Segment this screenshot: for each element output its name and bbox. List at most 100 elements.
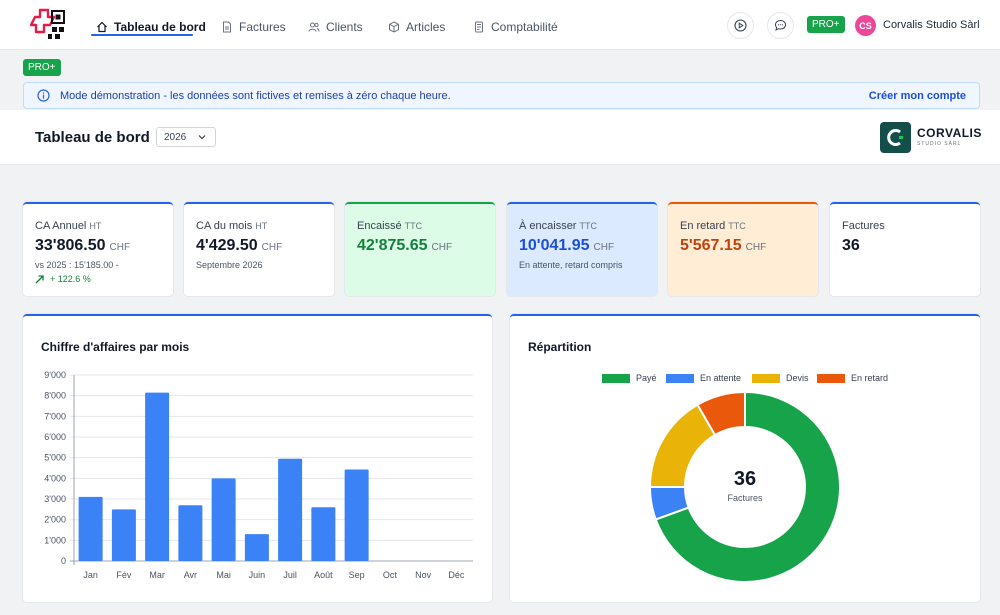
bar-jan[interactable]: [78, 496, 103, 561]
kpi-value: 10'041.95: [519, 237, 590, 254]
kpi-note: En attente, retard compris: [519, 260, 623, 270]
nav-clients[interactable]: Clients: [308, 17, 363, 37]
chevron-down-icon: [198, 135, 206, 140]
legend-item[interactable]: En attente: [666, 373, 741, 383]
kpi-label: Encaissé TTC: [357, 220, 422, 232]
kpi-value: 5'567.15: [680, 237, 742, 254]
kpi-currency: CHF: [431, 242, 453, 253]
nav-articles-label: Articles: [406, 20, 446, 34]
home-icon: [97, 21, 107, 33]
legend-label: Payé: [636, 373, 657, 383]
kpi-currency: CHF: [593, 242, 615, 253]
status-donut-chart: [648, 390, 841, 583]
page-title: Tableau de bord: [35, 129, 150, 146]
company-logo-icon: [880, 122, 911, 153]
nav-invoices[interactable]: Factures: [221, 17, 286, 37]
x-tick-label: Août: [314, 570, 333, 580]
y-tick-label: 3'000: [44, 494, 66, 504]
kpi-unit: HT: [89, 221, 102, 231]
kpi-currency: CHF: [109, 242, 131, 253]
bar-mar[interactable]: [145, 392, 170, 561]
tutorial-play-button[interactable]: [727, 12, 754, 39]
chat-bubble-icon: [774, 19, 787, 31]
file-icon: [223, 21, 231, 33]
donut-slice[interactable]: [654, 390, 841, 583]
top-navbar: Tableau de bord Factures Clients Article…: [0, 0, 1000, 50]
kpi-value-row: 42'875.65 CHF: [357, 237, 452, 255]
nav-dashboard[interactable]: Tableau de bord: [96, 17, 206, 37]
kpi-card-collected: Encaissé TTC 42'875.65 CHF: [345, 202, 495, 296]
legend-swatch: [817, 373, 845, 383]
x-tick-label: Oct: [383, 570, 398, 580]
kpi-value-row: 5'567.15 CHF: [680, 237, 766, 255]
nav-invoices-label: Factures: [239, 20, 286, 34]
demo-banner-text: Mode démonstration - les données sont fi…: [60, 90, 451, 102]
active-tab-indicator: [91, 34, 193, 36]
kpi-card-receivable: À encaisser TTC 10'041.95 CHF En attente, …: [507, 202, 657, 296]
kpi-card-overdue: En retard TTC 5'567.15 CHF: [668, 202, 818, 296]
kpi-value-row: 4'429.50 CHF: [196, 237, 282, 255]
company-brand-name: CORVALIS: [917, 126, 982, 140]
revenue-chart-title: Chiffre d'affaires par mois: [41, 340, 190, 354]
legend-item[interactable]: En retard: [817, 373, 888, 383]
kpi-label-text: En retard: [680, 220, 726, 232]
nav-accounting[interactable]: Comptabilité: [473, 17, 558, 37]
kpi-value: 4'429.50: [196, 237, 258, 254]
x-tick-label: Jan: [83, 570, 98, 580]
trend-up-icon: [35, 274, 44, 283]
bar-fév[interactable]: [111, 509, 136, 561]
kpi-period: Septembre 2026: [196, 260, 263, 270]
kpi-card-monthly-revenue: CA du mois HT 4'429.50 CHF Septembre 2026: [184, 202, 334, 296]
avatar[interactable]: CS: [855, 15, 876, 36]
year-select[interactable]: 2026: [156, 127, 216, 147]
kpi-unit: HT: [255, 221, 268, 231]
nav-articles[interactable]: Articles: [388, 17, 445, 37]
play-circle-icon: [734, 19, 747, 32]
bar-juil[interactable]: [278, 458, 303, 561]
revenue-chart-panel: Chiffre d'affaires par mois 0 1'000 2'000 3…: [23, 314, 492, 602]
split-chart-panel: Répartition Payé En attente Devis En retard…: [510, 314, 980, 602]
nav-accounting-label: Comptabilité: [491, 20, 558, 34]
legend-swatch: [602, 373, 630, 383]
messages-button[interactable]: [767, 12, 794, 39]
kpi-label: Factures: [842, 220, 885, 232]
y-tick-label: 9'000: [44, 370, 66, 380]
donut-slice[interactable]: [696, 390, 746, 437]
bar-mai[interactable]: [211, 478, 236, 561]
y-tick-label: 6'000: [44, 432, 66, 442]
kpi-currency: CHF: [261, 242, 283, 253]
legend-label: En attente: [700, 373, 742, 383]
y-tick-label: 1'000: [44, 535, 66, 545]
kpi-label-text: CA Annuel: [35, 220, 87, 232]
app-logo-icon[interactable]: [30, 8, 68, 42]
company-brand: CORVALIS STUDIO SÀRL: [880, 122, 982, 153]
donut-center-count: 36: [733, 468, 757, 490]
bar-sep[interactable]: [344, 469, 369, 561]
legend-item[interactable]: Devis: [752, 373, 809, 383]
x-tick-label: Sep: [349, 570, 365, 580]
info-icon: [37, 89, 50, 102]
page-header: Tableau de bord 2026 CORVALIS STUDIO SÀR…: [0, 110, 1000, 165]
legend-label: Devis: [786, 373, 809, 383]
bar-août[interactable]: [311, 507, 336, 561]
pro-plan-badge[interactable]: PRO+: [807, 16, 845, 33]
x-tick-label: Nov: [415, 570, 432, 580]
kpi-trend-value: + 122.6 %: [50, 274, 91, 284]
create-account-link[interactable]: Créer mon compte: [868, 90, 966, 102]
kpi-value-row: 36: [842, 237, 860, 255]
split-chart-title: Répartition: [528, 340, 592, 354]
company-brand-tagline: STUDIO SÀRL: [917, 141, 962, 147]
users-icon: [308, 22, 320, 32]
user-name[interactable]: Corvalis Studio Sàrl: [883, 19, 980, 31]
kpi-unit: TTC: [404, 221, 423, 231]
x-tick-label: Avr: [184, 570, 197, 580]
x-tick-label: Déc: [448, 570, 465, 580]
legend-swatch: [752, 373, 780, 383]
y-tick-label: 5'000: [44, 453, 66, 463]
bar-juin[interactable]: [244, 534, 269, 561]
kpi-card-annual-revenue: CA Annuel HT 33'806.50 CHF vs 2025 : 15'18…: [23, 202, 173, 296]
y-tick-label: 8'000: [44, 391, 66, 401]
bar-avr[interactable]: [178, 505, 203, 561]
legend-item[interactable]: Payé: [602, 373, 657, 383]
revenue-bar-chart: 0 1'000 2'000 3'000 4'000 5'000 6'000 7'000 8'00…: [44, 370, 473, 580]
